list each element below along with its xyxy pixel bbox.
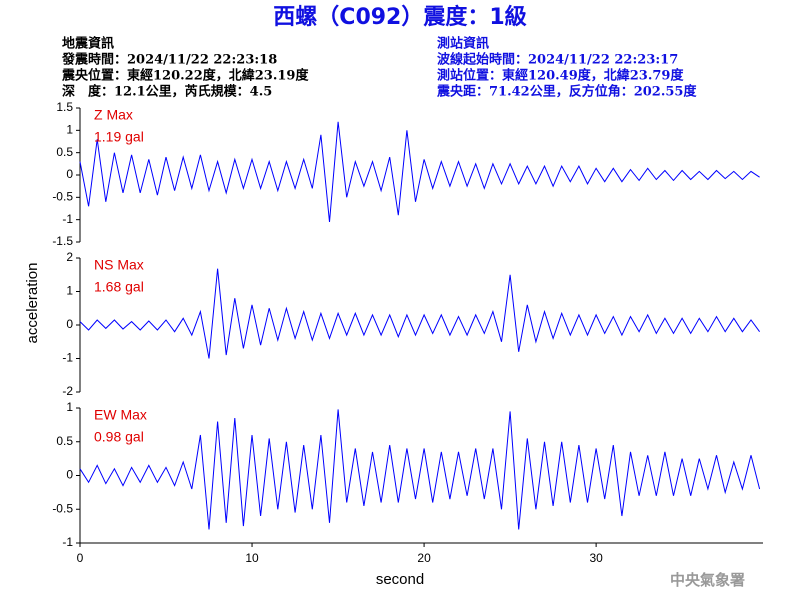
waveform — [79, 121, 760, 222]
y-tick-label: -0.5 — [52, 190, 73, 204]
y-tick-label: 1 — [66, 400, 73, 414]
y-tick-label: 0 — [66, 167, 73, 181]
x-tick-label: 20 — [417, 551, 431, 565]
y-tick-label: -1 — [62, 212, 73, 226]
y-axis-label: acceleration — [24, 263, 41, 344]
waveform — [79, 268, 761, 359]
info-line: 震央距：71.42公里，反方位角：202.55度 — [436, 84, 697, 100]
info-line: 發震時間：2024/11/22 22:23:18 — [61, 52, 277, 68]
info-line: 地震資訊 — [62, 36, 114, 52]
info-line: 測站位置：東經120.49度，北緯23.79度 — [437, 68, 684, 84]
y-tick-label: 0.5 — [56, 434, 73, 448]
y-tick-label: 1.5 — [56, 100, 73, 114]
max-annotation: EW Max — [94, 407, 147, 423]
y-tick-label: 0.5 — [56, 145, 73, 159]
x-tick-label: 10 — [245, 551, 259, 565]
y-tick-label: 2 — [66, 250, 73, 264]
y-tick-label: -0.5 — [52, 501, 73, 515]
info-line: 深 度：12.1公里，芮氏規模：4.5 — [62, 84, 272, 100]
station-info: 測站資訊 波線起始時間：2024/11/22 22:23:17 測站位置：東經1… — [436, 36, 697, 100]
y-tick-label: 0 — [66, 317, 73, 331]
waveform — [79, 409, 761, 530]
y-tick-label: -1.5 — [52, 234, 73, 248]
x-tick-label: 0 — [77, 551, 84, 565]
x-tick-label: 30 — [589, 551, 603, 565]
max-annotation: Z Max — [94, 107, 133, 123]
y-tick-label: 1 — [66, 284, 73, 298]
y-tick-label: 0 — [66, 468, 73, 482]
y-tick-label: -1 — [62, 535, 73, 549]
info-line: 震央位置：東經120.22度，北緯23.19度 — [61, 68, 309, 84]
max-annotation: NS Max — [94, 257, 144, 273]
event-info: 地震資訊 發震時間：2024/11/22 22:23:18 震央位置：東經120… — [61, 36, 309, 100]
max-annotation: 0.98 gal — [94, 429, 144, 445]
title: 西螺（C092）震度：1級 — [273, 4, 526, 30]
footer: 中央氣象署 — [670, 571, 745, 589]
y-tick-label: 1 — [66, 123, 73, 137]
x-axis-label: second — [376, 571, 424, 588]
max-annotation: 1.68 gal — [94, 279, 144, 295]
info-line: 測站資訊 — [437, 36, 489, 52]
info-line: 波線起始時間：2024/11/22 22:23:17 — [437, 52, 678, 68]
y-tick-label: -1 — [62, 351, 73, 365]
y-tick-label: -2 — [62, 384, 73, 398]
max-annotation: 1.19 gal — [94, 129, 144, 145]
